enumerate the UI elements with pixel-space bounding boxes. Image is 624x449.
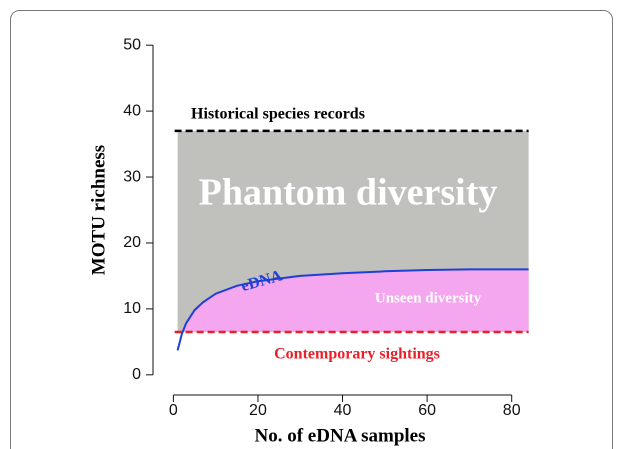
annotation: Contemporary sightings <box>274 346 440 363</box>
y-tick-label: 20 <box>123 234 141 251</box>
region-label: Phantom diversity <box>199 172 498 214</box>
x-tick-label: 20 <box>249 402 267 419</box>
y-axis-label: MOTU richness <box>88 145 109 275</box>
frame <box>10 10 613 449</box>
x-tick-label: 80 <box>503 402 521 419</box>
unseen-region <box>177 269 529 332</box>
x-tick-label: 40 <box>334 402 352 419</box>
x-tick-label: 0 <box>169 402 178 419</box>
y-tick-label: 0 <box>132 366 141 383</box>
line <box>176 268 529 351</box>
region-label: Unseen diversity <box>375 290 482 306</box>
y-tick-label: 40 <box>123 102 141 119</box>
y-tick-label: 50 <box>123 36 141 53</box>
x-tick-label: 60 <box>418 402 436 419</box>
y-tick-label: 30 <box>123 168 141 185</box>
y-tick-label: 10 <box>123 300 141 317</box>
x-axis-label: No. of eDNA samples <box>255 425 426 446</box>
annotation: Historical species records <box>191 106 365 123</box>
